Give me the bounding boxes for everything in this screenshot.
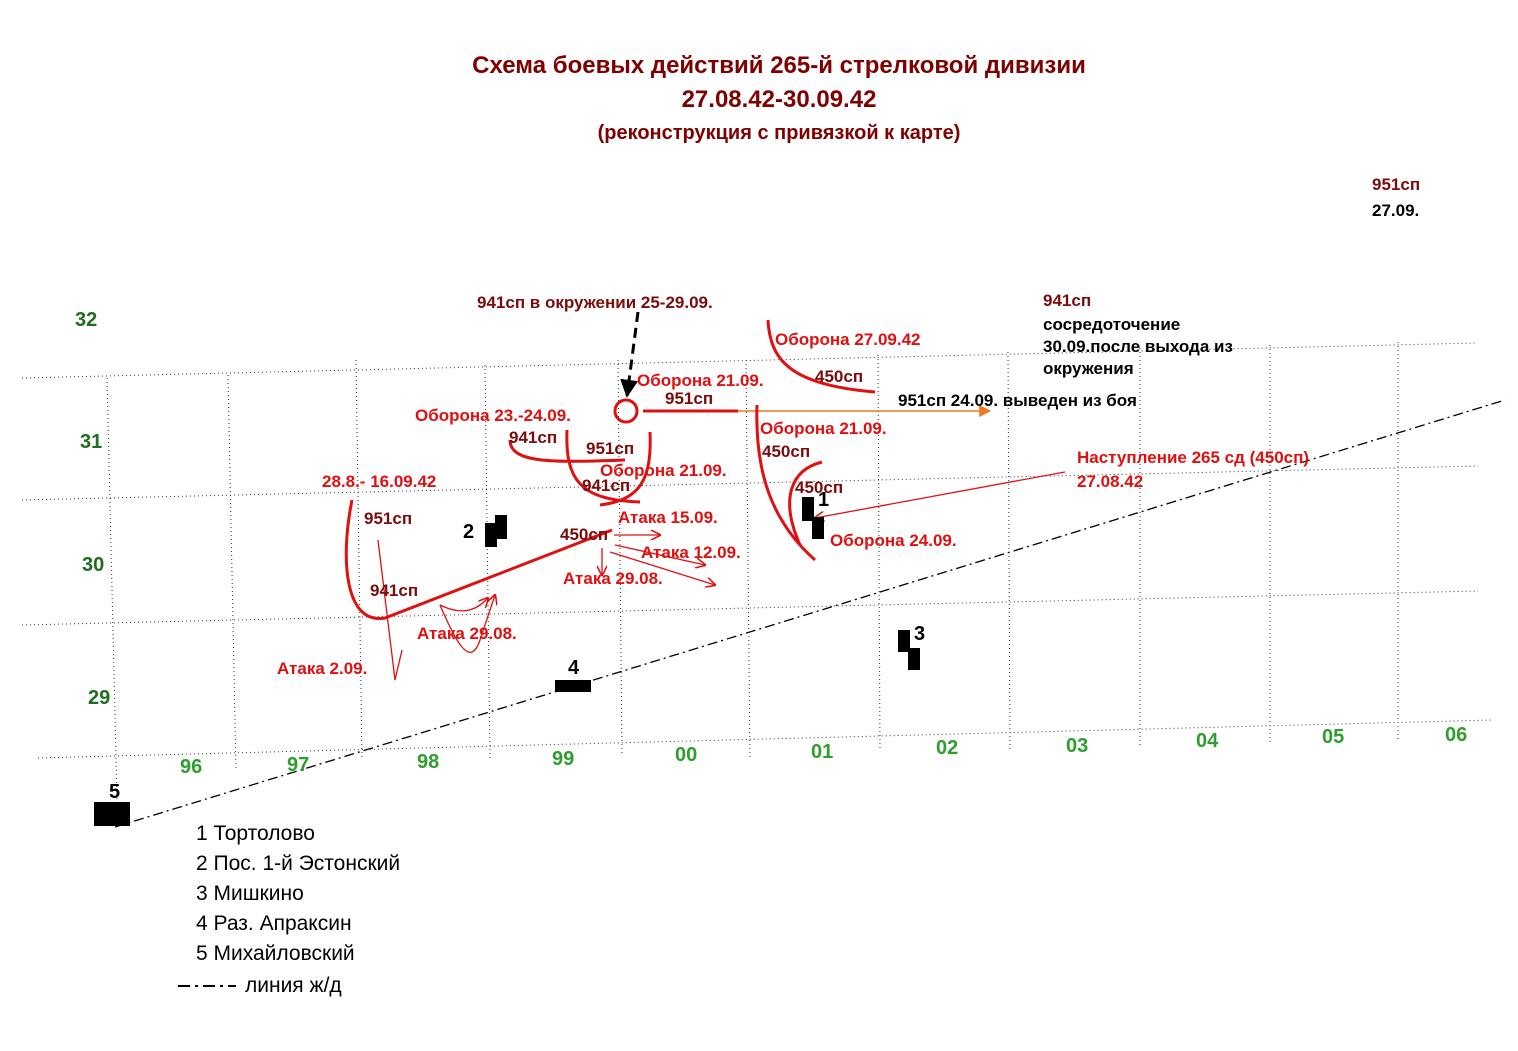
railway bbox=[114, 399, 1506, 828]
legend-item: линия ж/д bbox=[245, 974, 342, 997]
grid-row-label: 29 bbox=[88, 687, 110, 709]
title: 27.08.42-30.09.42 bbox=[682, 86, 877, 113]
annotation: 450сп bbox=[815, 367, 863, 386]
grid-column-label: 05 bbox=[1322, 726, 1344, 748]
grid-column-label: 01 bbox=[811, 741, 833, 763]
annotation: Атака 2.09. bbox=[277, 659, 367, 678]
annotation: Атака 29.08. bbox=[417, 624, 517, 643]
place-number: 5 bbox=[109, 781, 120, 803]
annotation: 941сп bbox=[370, 581, 418, 600]
annotation: Атака 12.09. bbox=[641, 543, 741, 562]
place-markers bbox=[94, 497, 920, 826]
grid-row-label: 31 bbox=[80, 431, 102, 453]
annotation: 27.08.42 bbox=[1077, 472, 1143, 491]
legend-item: 1 Тортолово bbox=[196, 822, 315, 845]
grid-row-label: 30 bbox=[82, 554, 104, 576]
annotation: Наступление 265 сд (450сп) bbox=[1077, 448, 1309, 467]
annotation: Оборона 27.09.42 bbox=[775, 330, 921, 349]
legend-item: 3 Мишкино bbox=[196, 882, 304, 905]
annotation: 941сп bbox=[1043, 291, 1091, 310]
place-number: 1 bbox=[818, 489, 829, 511]
annotation: 450сп bbox=[560, 525, 608, 544]
annotation: 28.8.- 16.09.42 bbox=[322, 472, 436, 491]
annotation: Оборона 21.09. bbox=[600, 461, 727, 480]
annotation: 27.09. bbox=[1372, 201, 1419, 220]
place-number: 2 bbox=[463, 521, 474, 543]
annotation: 951сп bbox=[665, 389, 713, 408]
grid-row-label: 32 bbox=[75, 309, 97, 331]
grid-column-label: 99 bbox=[552, 748, 574, 770]
grid-column-label: 96 bbox=[180, 756, 202, 778]
annotation: 951сп bbox=[364, 509, 412, 528]
annotation: окружения bbox=[1043, 359, 1134, 378]
annotation: Атака 29.08. bbox=[563, 569, 663, 588]
grid-column-label: 04 bbox=[1196, 730, 1219, 752]
annotation: Атака 15.09. bbox=[618, 508, 718, 527]
legend-item: 2 Пос. 1-й Эстонский bbox=[196, 852, 400, 875]
place-number: 4 bbox=[568, 657, 580, 679]
grid-column-label: 98 bbox=[417, 751, 439, 773]
grid-column-label: 00 bbox=[675, 744, 697, 766]
legend-item: 5 Михайловский bbox=[196, 942, 355, 965]
annotation: Оборона 21.09. bbox=[760, 419, 887, 438]
annotation: 30.09.после выхода из bbox=[1043, 337, 1233, 356]
annotation: 951сп 24.09. выведен из боя bbox=[898, 391, 1137, 410]
annotation: 941сп в окружении 25-29.09. bbox=[477, 293, 713, 312]
annotation: 941сп bbox=[582, 476, 630, 495]
annotation: Оборона 23.-24.09. bbox=[415, 406, 571, 425]
annotation: 450сп bbox=[795, 478, 843, 497]
annotation: 951сп bbox=[586, 439, 634, 458]
grid-column-label: 03 bbox=[1066, 735, 1088, 757]
place-number: 3 bbox=[914, 623, 925, 645]
annotation: сосредоточение bbox=[1043, 315, 1180, 334]
legend-item: 4 Раз. Апраксин bbox=[196, 912, 352, 935]
title: Схема боевых действий 265-й стрелковой д… bbox=[472, 52, 1086, 79]
grid-column-label: 06 bbox=[1445, 724, 1467, 746]
grid-column-label: 02 bbox=[936, 737, 958, 759]
subtitle: (реконструкция с привязкой к карте) bbox=[598, 122, 961, 144]
annotation: Оборона 24.09. bbox=[830, 531, 957, 550]
operations bbox=[344, 311, 1066, 681]
grid-column-label: 97 bbox=[287, 754, 309, 776]
annotation: 450сп bbox=[762, 442, 810, 461]
annotation: 951сп bbox=[1372, 175, 1420, 194]
annotation: Оборона 21.09. bbox=[637, 371, 764, 390]
annotation: 941сп bbox=[509, 428, 557, 447]
grid bbox=[21, 342, 1493, 801]
